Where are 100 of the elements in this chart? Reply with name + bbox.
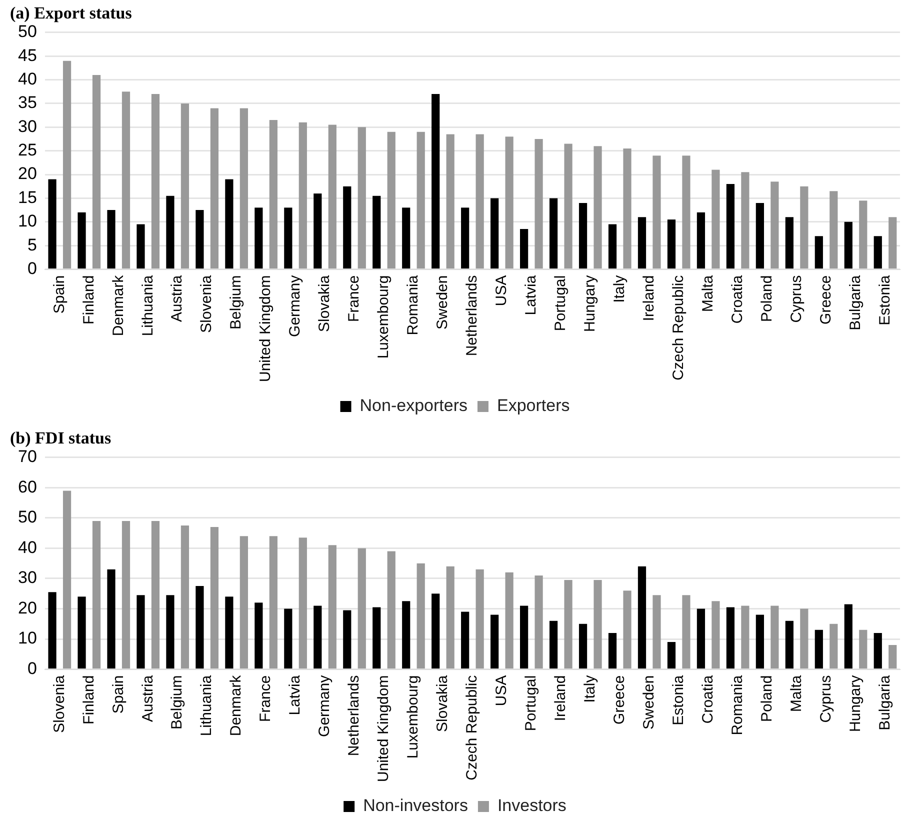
x-tick-label: Belgium xyxy=(228,275,245,330)
x-tick-label: Finland xyxy=(80,675,98,724)
bar xyxy=(844,222,852,269)
x-tick-label: Latvia xyxy=(522,274,540,316)
bar xyxy=(180,103,190,269)
bar xyxy=(682,156,690,269)
bar xyxy=(328,545,336,669)
x-tick-label: Portugal xyxy=(552,275,570,332)
x-tick-label: France xyxy=(346,275,363,322)
bar xyxy=(712,170,720,269)
x-tick-label: Italy xyxy=(611,274,628,303)
bar xyxy=(446,566,454,669)
bar xyxy=(578,202,588,269)
bar xyxy=(314,193,322,269)
bar xyxy=(136,595,145,669)
bar xyxy=(756,202,764,269)
x-tick-label: Bulgaria xyxy=(846,274,864,330)
x-tick-label: United Kingdom xyxy=(375,675,392,782)
y-tick-label: 30 xyxy=(18,568,37,588)
bar xyxy=(800,186,808,269)
legend-label: Exporters xyxy=(496,396,570,416)
y-tick-label: 20 xyxy=(18,164,37,184)
x-tick-label: Denmark xyxy=(228,674,245,736)
bar xyxy=(594,146,602,269)
x-tick-label: Slovenia xyxy=(198,274,216,333)
bar xyxy=(770,182,779,269)
y-tick-label: 35 xyxy=(18,93,37,112)
x-tick-label: Spain xyxy=(110,675,127,714)
bar xyxy=(623,590,632,669)
x-tick-label: Spain xyxy=(50,275,68,314)
bar xyxy=(372,607,381,669)
y-tick-label: 60 xyxy=(18,477,37,496)
bar xyxy=(387,551,396,669)
bar xyxy=(652,156,661,269)
x-tick-label: Hungary xyxy=(582,274,599,332)
bar xyxy=(402,208,410,269)
bar xyxy=(196,586,204,669)
bar xyxy=(210,108,219,269)
x-tick-label: Slovakia xyxy=(316,274,334,332)
bar xyxy=(314,606,322,669)
bar xyxy=(254,602,263,669)
bar xyxy=(888,645,897,669)
bar xyxy=(240,108,248,269)
y-tick-label: 5 xyxy=(27,235,37,254)
x-tick-label: Malta xyxy=(788,674,805,712)
bar xyxy=(712,601,720,669)
bar xyxy=(623,148,632,269)
x-tick-label: France xyxy=(257,675,274,722)
y-tick-label: 20 xyxy=(18,598,37,618)
bar xyxy=(830,624,838,669)
legend-label: Non-exporters xyxy=(360,396,468,416)
bar xyxy=(564,144,572,269)
bar xyxy=(461,208,470,269)
y-tick-label: 0 xyxy=(27,658,37,678)
bar xyxy=(387,132,396,269)
bar xyxy=(416,132,425,269)
bar xyxy=(210,527,219,669)
bar xyxy=(652,595,661,669)
bar xyxy=(549,198,558,269)
bar xyxy=(78,212,86,269)
bar xyxy=(800,608,808,669)
x-tick-label: Romania xyxy=(728,674,746,736)
bar xyxy=(166,196,174,269)
bar xyxy=(62,490,72,669)
y-tick-label: 30 xyxy=(18,116,37,136)
x-tick-label: Estonia xyxy=(670,674,687,726)
bar xyxy=(372,196,381,269)
bar xyxy=(726,607,735,669)
bar xyxy=(166,595,174,669)
bar xyxy=(608,632,617,669)
bar xyxy=(756,614,764,669)
x-tick-label: Croatia xyxy=(728,274,746,324)
bar xyxy=(107,569,116,669)
x-tick-label: Greece xyxy=(817,275,834,324)
bar xyxy=(578,624,588,669)
bar xyxy=(62,60,72,269)
x-tick-label: Ireland xyxy=(640,275,658,322)
bar xyxy=(608,224,617,269)
y-tick-label: 40 xyxy=(18,538,37,557)
bar xyxy=(534,575,543,669)
bar xyxy=(298,538,307,669)
y-tick-label: 50 xyxy=(18,508,37,527)
bar xyxy=(667,220,676,269)
bar xyxy=(726,184,735,269)
bar xyxy=(874,632,882,669)
x-tick-label: Greece xyxy=(611,675,628,724)
bar xyxy=(78,596,86,669)
bar xyxy=(402,601,410,669)
x-tick-label: Malta xyxy=(699,274,716,312)
bar xyxy=(859,200,868,269)
bar xyxy=(476,134,484,269)
x-tick-label: Lithuania xyxy=(198,674,216,736)
bar xyxy=(682,595,690,669)
bar xyxy=(638,566,646,669)
x-tick-label: Portugal xyxy=(522,675,540,732)
bar xyxy=(122,92,130,269)
y-tick-label: 10 xyxy=(18,628,37,648)
bar xyxy=(343,610,352,669)
x-tick-label: Netherlands xyxy=(346,675,363,756)
y-tick-label: 50 xyxy=(18,22,37,42)
